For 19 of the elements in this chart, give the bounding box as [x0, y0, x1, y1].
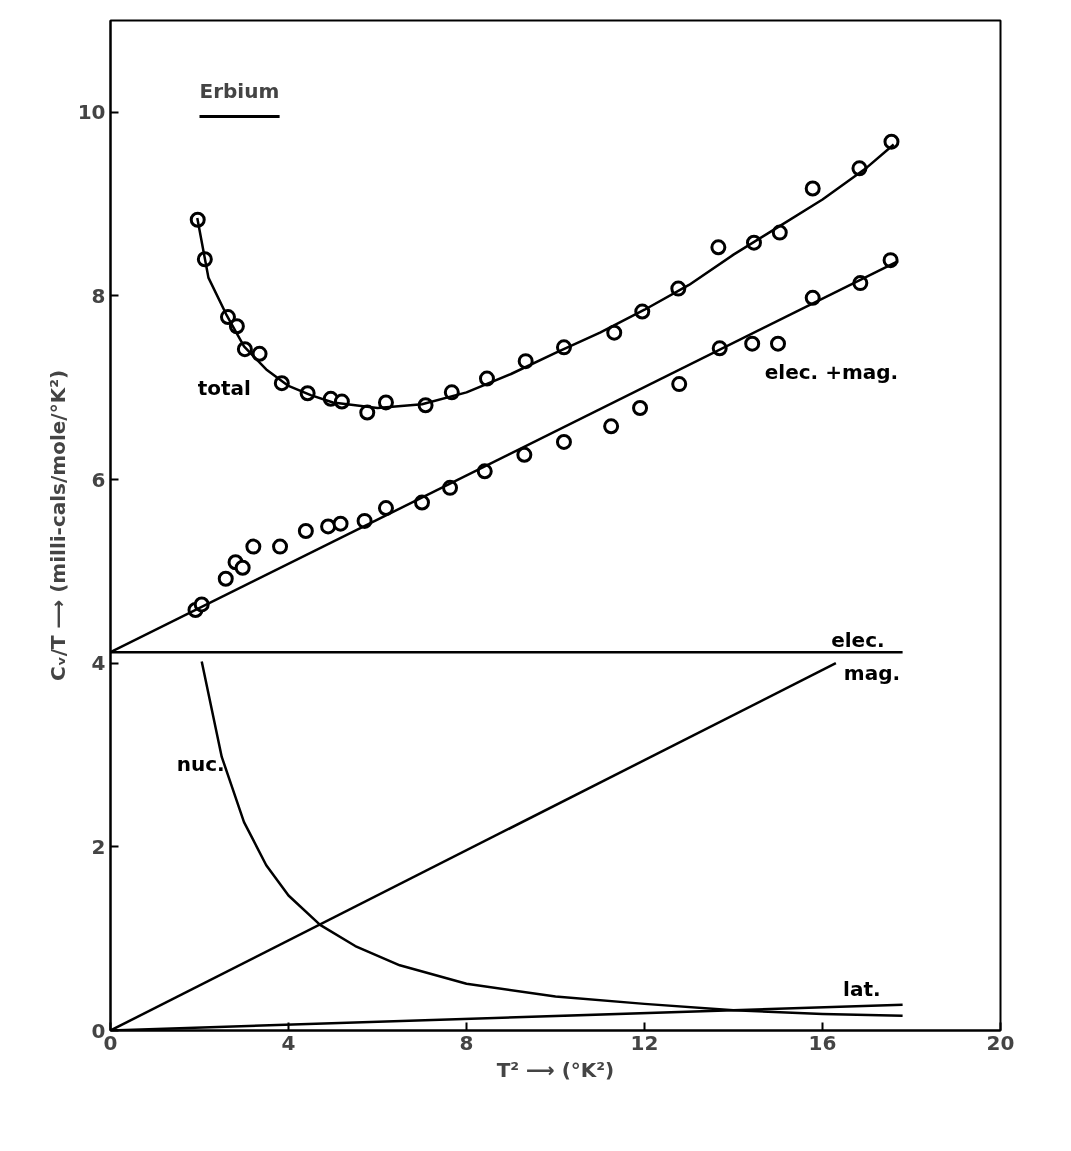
- y-tick-label: 8: [91, 283, 106, 308]
- series-label: nuc.: [176, 752, 225, 777]
- y-axis-title: Cᵥ/T ⟶ (milli-cals/mole/°K²): [45, 369, 70, 682]
- series-label: elec. +mag.: [764, 360, 899, 385]
- x-tick-label: 20: [986, 1030, 1015, 1055]
- y-tick-label: 4: [91, 651, 106, 676]
- x-tick-label: 4: [281, 1030, 296, 1055]
- series-label: lat.: [843, 976, 881, 1001]
- series-label: total: [197, 375, 251, 400]
- y-tick-label: 10: [77, 100, 106, 125]
- x-tick-label: 16: [808, 1030, 837, 1055]
- x-tick-label: 8: [459, 1030, 474, 1055]
- series-label: mag.: [843, 661, 901, 686]
- x-axis-title: T² ⟶ (°K²): [496, 1057, 615, 1082]
- text: Erbium: [199, 79, 280, 104]
- x-tick-label: 12: [630, 1030, 659, 1055]
- y-tick-label: 6: [91, 467, 106, 492]
- series-label: elec.: [831, 628, 885, 653]
- y-tick-label: 2: [91, 834, 106, 859]
